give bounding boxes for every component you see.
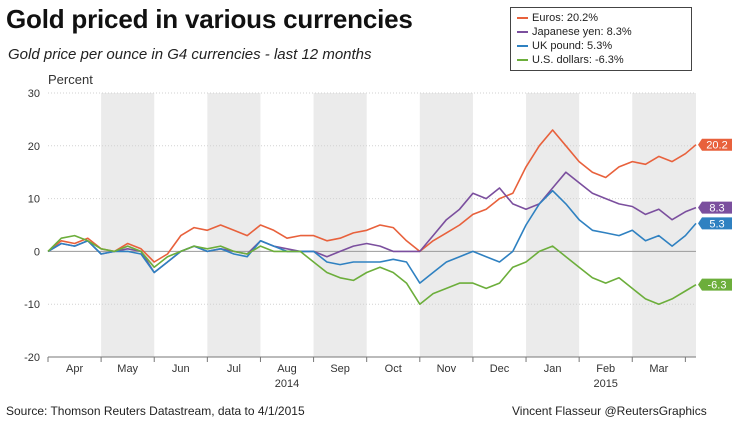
x-tick-label-jul: Jul bbox=[227, 363, 241, 375]
y-tick-label: -10 bbox=[24, 299, 40, 311]
series-line-u-s-dollars bbox=[47, 234, 697, 306]
y-tick-label: 20 bbox=[28, 141, 40, 153]
legend-item-dollars: U.S. dollars: -6.3% bbox=[517, 54, 624, 67]
legend-label-pound: UK pound: 5.3% bbox=[532, 40, 613, 52]
legend-swatch-yen bbox=[517, 31, 528, 34]
shaded-month-band-3 bbox=[419, 93, 473, 357]
end-value-label-japanese-yen: 8.3 bbox=[709, 203, 724, 215]
x-tick-label-aug: Aug bbox=[277, 363, 297, 375]
x-tick-label-may: May bbox=[117, 363, 138, 375]
legend-label-yen: Japanese yen: 8.3% bbox=[532, 26, 632, 38]
y-tick-label: 10 bbox=[28, 194, 40, 206]
shaded-month-band-1 bbox=[207, 93, 261, 357]
legend-swatch-dollars bbox=[517, 59, 528, 62]
x-year-label-2014: 2014 bbox=[275, 378, 299, 390]
end-value-tag-japanese-yen bbox=[698, 201, 732, 214]
credit-note: Vincent Flasseur @ReutersGraphics bbox=[512, 404, 707, 418]
x-tick-label-sep: Sep bbox=[330, 363, 350, 375]
y-tick-label: 0 bbox=[34, 246, 40, 258]
legend-label-dollars: U.S. dollars: -6.3% bbox=[532, 54, 624, 66]
chart-title: Gold priced in various currencies bbox=[6, 4, 413, 34]
x-tick-label-mar: Mar bbox=[649, 363, 668, 375]
x-tick-label-dec: Dec bbox=[490, 363, 510, 375]
legend-swatch-pound bbox=[517, 45, 528, 48]
shaded-month-band-5 bbox=[632, 93, 696, 357]
x-tick-label-oct: Oct bbox=[385, 363, 402, 375]
legend-label-euros: Euros: 20.2% bbox=[532, 12, 599, 24]
end-value-tag-euros bbox=[698, 138, 732, 151]
source-note: Source: Thomson Reuters Datastream, data… bbox=[6, 404, 305, 418]
series-line-euros bbox=[47, 129, 697, 263]
shaded-month-band-2 bbox=[313, 93, 367, 357]
x-tick-label-jan: Jan bbox=[544, 363, 562, 375]
x-year-label-2015: 2015 bbox=[593, 378, 617, 390]
legend-item-yen: Japanese yen: 8.3% bbox=[517, 26, 632, 39]
legend: Euros: 20.2% Japanese yen: 8.3% UK pound… bbox=[510, 7, 692, 71]
x-tick-label-nov: Nov bbox=[437, 363, 457, 375]
end-value-label-u-s-dollars: -6.3 bbox=[708, 280, 727, 292]
x-tick-label-jun: Jun bbox=[172, 363, 190, 375]
x-tick-label-feb: Feb bbox=[596, 363, 615, 375]
x-tick-label-apr: Apr bbox=[66, 363, 83, 375]
legend-swatch-euros bbox=[517, 17, 528, 20]
y-tick-label: -20 bbox=[24, 352, 40, 364]
legend-item-euros: Euros: 20.2% bbox=[517, 12, 598, 25]
end-value-label-euros: 20.2 bbox=[706, 140, 727, 152]
end-value-tag-u-s-dollars bbox=[698, 278, 732, 291]
y-tick-label: 30 bbox=[28, 88, 40, 100]
end-value-label-uk-pound: 5.3 bbox=[709, 218, 724, 230]
end-value-tag-uk-pound bbox=[698, 217, 732, 230]
shaded-month-band-4 bbox=[526, 93, 580, 357]
chart-subtitle: Gold price per ounce in G4 currencies - … bbox=[8, 46, 372, 63]
series-line-uk-pound bbox=[47, 189, 697, 284]
y-axis-label: Percent bbox=[48, 72, 93, 87]
shaded-month-band-0 bbox=[101, 93, 155, 357]
legend-item-pound: UK pound: 5.3% bbox=[517, 40, 612, 53]
